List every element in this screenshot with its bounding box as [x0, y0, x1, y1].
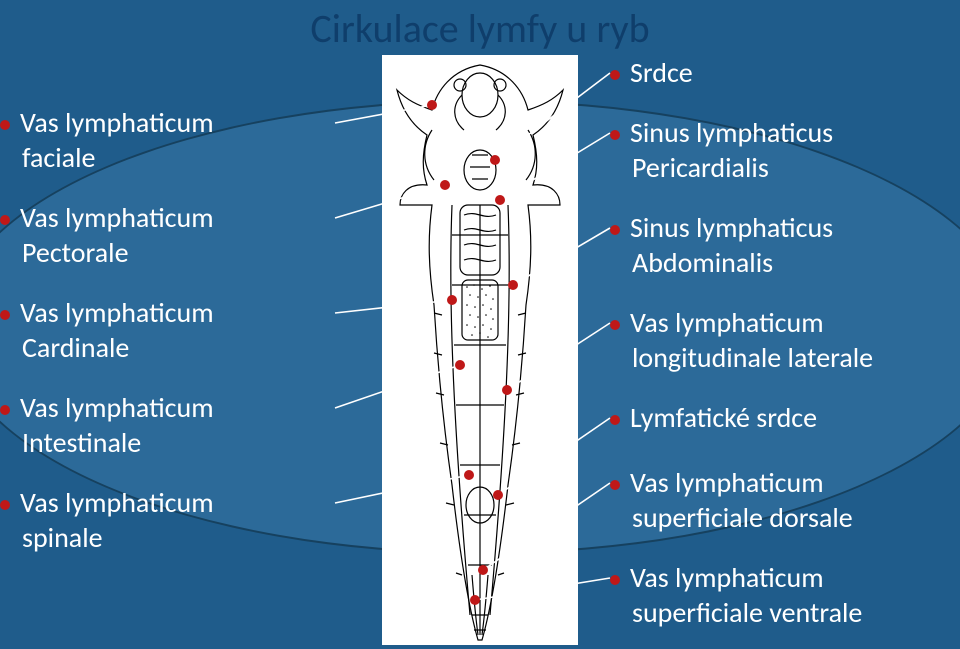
left-label-3: Vas lymphaticumIntestinale [0, 390, 335, 460]
label-text-line2: faciale [0, 140, 335, 175]
right-label-0: Srdce [610, 55, 950, 90]
label-text-line2: longitudinale laterale [610, 340, 950, 375]
label-text-line2: Pericardialis [610, 150, 950, 185]
bullet-icon [610, 130, 620, 140]
left-label-0: Vas lymphaticumfaciale [0, 105, 335, 175]
label-text-line2: Abdominalis [610, 245, 950, 280]
bullet-icon [610, 575, 620, 585]
label-text: Vas lymphaticum [630, 305, 824, 340]
label-text: Vas lymphaticum [20, 105, 214, 140]
bullet-icon [610, 415, 620, 425]
right-label-4: Lymfatické srdce [610, 400, 950, 435]
label-text: Vas lymphaticum [630, 560, 824, 595]
left-label-2: Vas lymphaticumCardinale [0, 295, 335, 365]
label-text: Vas lymphaticum [20, 390, 214, 425]
bullet-icon [610, 480, 620, 490]
bullet-icon [610, 70, 620, 80]
label-text: Vas lymphaticum [20, 485, 214, 520]
fish-lymph-illustration [382, 55, 578, 645]
label-text-line2: Intestinale [0, 425, 335, 460]
label-text-line2: Cardinale [0, 330, 335, 365]
fish-anatomy-svg [382, 55, 578, 645]
left-label-4: Vas lymphaticumspinale [0, 485, 335, 555]
slide-root: Cirkulace lymfy u ryb [0, 0, 960, 649]
bullet-icon [0, 310, 10, 320]
label-text: Vas lymphaticum [20, 200, 214, 235]
label-text: Lymfatické srdce [630, 400, 817, 435]
label-text-line2: Pectorale [0, 235, 335, 270]
label-text: Sinus lymphaticus [630, 210, 833, 245]
bullet-icon [0, 405, 10, 415]
bullet-icon [0, 215, 10, 225]
bullet-icon [0, 120, 10, 130]
label-text: Vas lymphaticum [20, 295, 214, 330]
label-text-line2: superficiale ventrale [610, 595, 950, 630]
right-label-1: Sinus lymphaticusPericardialis [610, 115, 950, 185]
left-label-1: Vas lymphaticumPectorale [0, 200, 335, 270]
right-label-3: Vas lymphaticumlongitudinale laterale [610, 305, 950, 375]
label-text-line2: superficiale dorsale [610, 500, 950, 535]
bullet-icon [0, 500, 10, 510]
label-text: Sinus lymphaticus [630, 115, 833, 150]
bullet-icon [610, 225, 620, 235]
right-label-2: Sinus lymphaticusAbdominalis [610, 210, 950, 280]
label-text-line2: spinale [0, 520, 335, 555]
bullet-icon [610, 320, 620, 330]
label-text: Srdce [630, 55, 693, 90]
label-text: Vas lymphaticum [630, 465, 824, 500]
slide-title: Cirkulace lymfy u ryb [0, 4, 960, 53]
right-label-6: Vas lymphaticumsuperficiale ventrale [610, 560, 950, 630]
right-label-5: Vas lymphaticumsuperficiale dorsale [610, 465, 950, 535]
